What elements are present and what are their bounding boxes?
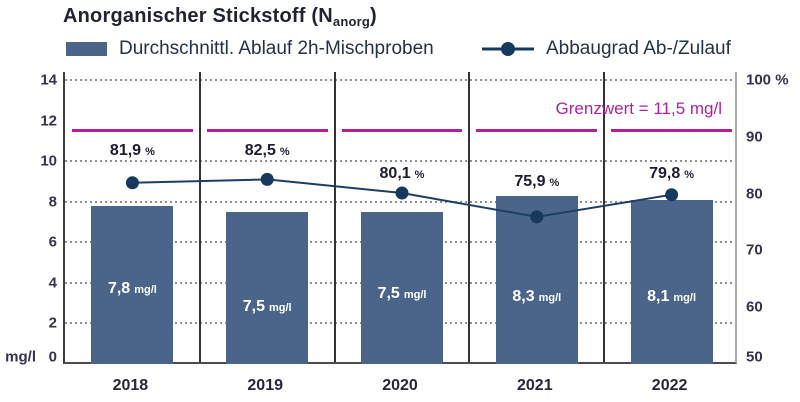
section-divider [198, 72, 201, 362]
pct-unit: % [279, 146, 290, 158]
bar-2021 [495, 195, 578, 364]
x-axis-label-2018: 2018 [112, 377, 149, 394]
line-marker-2019 [260, 172, 274, 186]
y-axis-tick-2: 2 [48, 314, 57, 332]
bar-2018 [91, 205, 174, 364]
pct-value: 81,9 [109, 142, 142, 159]
line-value-label-2022: 79,8% [624, 165, 720, 183]
x-axis-label-2019: 2019 [247, 377, 283, 394]
bar-value-unit: mg/l [538, 292, 562, 304]
gridline-10 [65, 160, 735, 163]
y-axis-tick-6: 6 [48, 233, 57, 251]
bar-value-unit: mg/l [403, 289, 427, 301]
title-close: ) [370, 5, 377, 27]
pct-unit: % [549, 177, 560, 189]
line-marker-2020 [395, 186, 409, 200]
y-axis-tick-8: 8 [48, 193, 57, 211]
bar-value-label-2021: 8,3 mg/l [489, 288, 585, 306]
legend-item-line: Abbaugrad Ab-/Zulauf [482, 38, 731, 60]
pct-unit: % [414, 169, 425, 181]
line-value-label-2021: 75,9% [489, 173, 585, 191]
bar-2020 [361, 211, 443, 364]
bar-value: 7,5 [242, 298, 265, 315]
threshold-line-segment [611, 129, 732, 133]
bar-value: 7,8 [107, 280, 131, 297]
right-axis-tick-70: 70 [746, 241, 763, 259]
right-axis-tick-60: 60 [746, 298, 763, 316]
bar-value: 7,5 [377, 285, 400, 302]
x-axis-label-2021: 2021 [517, 377, 553, 394]
line-legend-label: Abbaugrad Ab-/Zulauf [546, 38, 731, 59]
bar-value-label-2022: 8,1 mg/l [624, 288, 720, 306]
pct-unit: % [684, 169, 695, 181]
pct-value: 79,8 [649, 165, 681, 182]
line-legend-glyph-icon [482, 41, 534, 57]
bar-value-label-2019: 7,5 mg/l [219, 298, 315, 316]
title-subscript: anorg [332, 14, 371, 29]
threshold-line-segment [206, 129, 328, 133]
line-marker-2021 [530, 210, 544, 224]
gridline-14 [65, 79, 735, 81]
bar-legend-label: Durchschnittl. Ablauf 2h-Mischproben [119, 38, 434, 59]
bar-value-label-2018: 7,8 mg/l [84, 280, 180, 298]
line-value-label-2020: 80,1% [354, 165, 450, 183]
y-axis-tick-10: 10 [40, 152, 57, 170]
line-marker-2022 [665, 188, 679, 202]
x-axis-label-2022: 2022 [651, 377, 688, 394]
pct-value: 75,9 [514, 173, 546, 190]
title-main: Anorganischer Stickstoff (N [63, 5, 333, 27]
section-divider [333, 72, 336, 362]
threshold-label: Grenzwert = 11,5 mg/l [555, 99, 722, 118]
y-axis-tick-12: 12 [40, 112, 57, 130]
bar-value: 8,1 [647, 288, 670, 305]
y-axis-tick-0: 0 [48, 348, 57, 366]
plot-area: 7,8 mg/l 7,5 mg/l 7,5 mg/l 8,3 mg/l 8,1 mg/l 81,9%… [63, 72, 737, 364]
line-marker-2018 [125, 176, 139, 190]
legend-item-bar: Durchschnittl. Ablauf 2h-Mischproben [66, 38, 434, 60]
section-divider [603, 72, 606, 362]
threshold-line-segment [341, 129, 463, 133]
y-axis-tick-4: 4 [48, 274, 57, 292]
bar-value: 8,3 [512, 288, 535, 305]
page-title: Anorganischer Stickstoff (Nanorg) [63, 5, 377, 29]
bar-value-label-2020: 7,5 mg/l [354, 285, 450, 303]
right-axis-tick-100: 100 % [746, 71, 789, 89]
line-value-label-2018: 81,9% [84, 142, 180, 160]
y-axis-tick-14: 14 [40, 71, 57, 89]
bar-legend-swatch [66, 42, 107, 56]
x-axis-label-2020: 2020 [382, 377, 418, 394]
bar-value-unit: mg/l [269, 302, 292, 314]
threshold-line-segment [476, 129, 598, 133]
pct-value: 80,1 [379, 165, 411, 182]
bar-value-unit: mg/l [134, 284, 157, 296]
line-value-label-2019: 82,5% [219, 142, 315, 160]
gridline-8 [65, 200, 735, 203]
pct-unit: % [145, 146, 155, 158]
right-axis-tick-90: 90 [746, 128, 763, 146]
right-axis-tick-80: 80 [746, 185, 763, 203]
pct-value: 82,5 [244, 142, 276, 159]
threshold-line-segment [72, 129, 193, 133]
bar-2022 [630, 199, 713, 364]
left-axis-unit-label: mg/l [5, 348, 36, 366]
right-axis-tick-50: 50 [746, 348, 763, 366]
bar-value-unit: mg/l [673, 292, 697, 304]
section-divider [468, 72, 471, 362]
bar-2019 [226, 211, 309, 364]
degradation-line [125, 172, 679, 224]
